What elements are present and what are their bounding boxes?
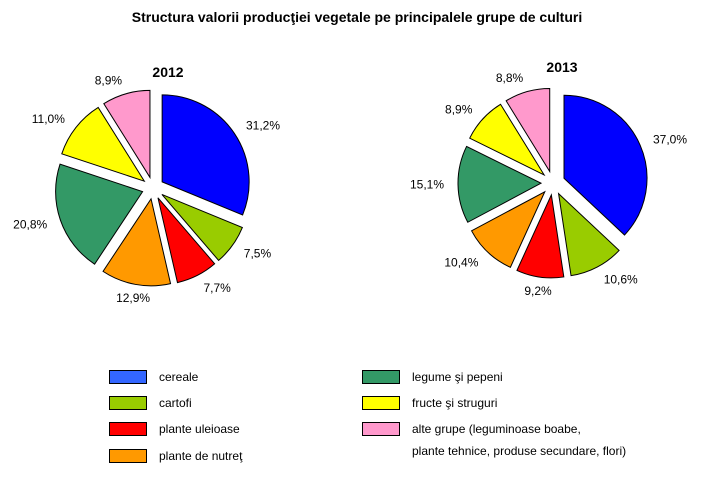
pie-slice-2012-2 bbox=[157, 197, 216, 284]
pie-label-2013-2: 9,2% bbox=[524, 284, 552, 298]
legend-label: plante de nutreţ bbox=[159, 449, 243, 463]
legend-label: cartofi bbox=[159, 396, 192, 410]
legend-swatch bbox=[362, 370, 400, 384]
pie-slice-2013-5 bbox=[469, 103, 546, 177]
legend-swatch bbox=[362, 396, 400, 410]
legend-swatch bbox=[362, 422, 400, 436]
pie-slice-2013-6 bbox=[505, 87, 551, 174]
pie-slice-2012-6 bbox=[103, 89, 151, 180]
pie-slice-2013-2 bbox=[516, 193, 565, 279]
legend-label-continued: plante tehnice, produse secundare, flori… bbox=[412, 444, 627, 458]
legend-item-legume: legume şi pepeni bbox=[362, 369, 503, 388]
legend-item-cereale: cereale bbox=[109, 369, 198, 388]
pie-label-2012-1: 7,5% bbox=[244, 247, 272, 261]
pie-title-2012: 2012 bbox=[152, 64, 183, 80]
legend-item-plante-de-nutret: plante de nutreţ bbox=[109, 448, 242, 467]
pie-label-2012-0: 31,2% bbox=[246, 119, 280, 133]
pie-label-2013-0: 37,0% bbox=[653, 133, 687, 147]
pie-label-2012-3: 12,9% bbox=[116, 291, 150, 305]
pie-label-2013-5: 8,9% bbox=[445, 103, 473, 117]
pie-slice-2012-0 bbox=[161, 94, 250, 216]
pie-slice-2012-5 bbox=[61, 106, 146, 183]
legend-item-alte-grupe: alte grupe (leguminoase boabe, plante te… bbox=[362, 421, 626, 462]
pie-title-2013: 2013 bbox=[546, 59, 577, 75]
pie-label-2012-2: 7,7% bbox=[204, 281, 232, 295]
legend-label: alte grupe (leguminoase boabe, bbox=[412, 422, 581, 436]
pie-slice-2012-4 bbox=[55, 163, 144, 265]
pie-slice-2013-0 bbox=[563, 94, 648, 236]
legend-swatch bbox=[109, 370, 147, 384]
pie-slice-2013-4 bbox=[457, 145, 543, 223]
legend-item-plante-uleioase: plante uleioase bbox=[109, 421, 240, 440]
pie-label-2012-6: 8,9% bbox=[95, 73, 123, 87]
pie-slice-2013-1 bbox=[557, 192, 620, 277]
legend-item-cartofi: cartofi bbox=[109, 395, 192, 414]
pie-label-2013-6: 8,8% bbox=[496, 71, 524, 85]
pie-slice-2012-3 bbox=[102, 197, 172, 287]
pie-label-2013-1: 10,6% bbox=[604, 273, 638, 287]
pie-label-2013-4: 15,1% bbox=[410, 178, 444, 192]
legend-swatch bbox=[109, 449, 147, 463]
pie-slice-2013-3 bbox=[470, 190, 546, 268]
legend-label: cereale bbox=[159, 370, 199, 384]
legend-item-fructe: fructe şi struguri bbox=[362, 395, 497, 414]
pie-slice-2012-1 bbox=[161, 193, 244, 262]
legend-swatch bbox=[109, 396, 147, 410]
pie-label-2012-4: 20,8% bbox=[13, 218, 47, 232]
legend-swatch bbox=[109, 422, 147, 436]
chart-title: Structura valorii producţiei vegetale pe… bbox=[131, 9, 583, 25]
legend-label: plante uleioase bbox=[159, 422, 240, 436]
legend-label: fructe şi struguri bbox=[412, 396, 498, 410]
legend-label: legume şi pepeni bbox=[412, 370, 503, 384]
pie-label-2013-3: 10,4% bbox=[444, 256, 478, 270]
pie-label-2012-5: 11,0% bbox=[32, 112, 65, 126]
